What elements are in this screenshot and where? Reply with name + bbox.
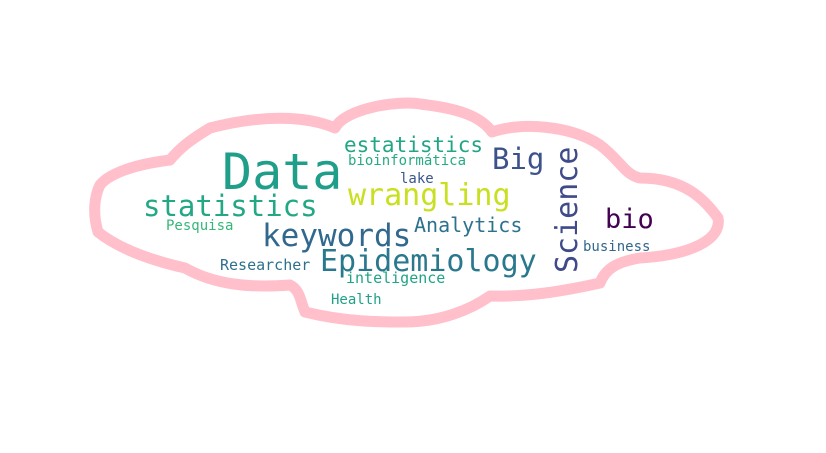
word-researcher: Researcher	[220, 256, 311, 274]
word-analytics: Analytics	[414, 213, 523, 237]
word-lake: lake	[400, 171, 434, 187]
word-pesquisa: Pesquisa	[166, 218, 234, 234]
word-business: business	[583, 239, 651, 255]
word-estatistics: estatistics	[344, 133, 484, 157]
word-bioinformatica: bioinformática	[348, 153, 467, 169]
word-bio: bio	[605, 204, 654, 235]
word-big: Big	[492, 142, 545, 176]
word-inteligence: inteligence	[346, 269, 446, 287]
word-keywords: keywords	[262, 218, 412, 254]
word-data: Data	[222, 143, 343, 201]
word-epidemiology: Epidemiology	[320, 244, 537, 279]
word-statistics: statistics	[143, 189, 318, 223]
word-health: Health	[331, 292, 382, 308]
word-science: Science	[550, 146, 585, 273]
word-wrangling: wrangling	[348, 178, 511, 213]
